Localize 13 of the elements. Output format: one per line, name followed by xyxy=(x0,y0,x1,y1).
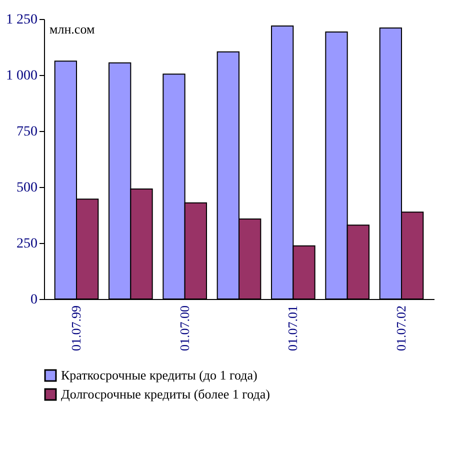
y-tick-label: 750 xyxy=(16,124,38,140)
x-tick-label: 01.07.02 xyxy=(394,306,408,351)
legend-label: Краткосрочные кредиты (до 1 года) xyxy=(61,368,258,382)
x-tick-label: 01.07.99 xyxy=(68,306,84,351)
x-tick-label: 01.07.00 xyxy=(176,306,192,351)
y-axis-title: млн.сом xyxy=(50,22,95,36)
y-tick-label: 250 xyxy=(16,236,38,252)
y-tick-label: 1 000 xyxy=(6,68,38,84)
y-tick-label: 0 xyxy=(30,292,38,308)
y-tick-label: 500 xyxy=(16,180,38,196)
y-tick-label: 1 250 xyxy=(6,12,38,28)
x-tick-label: 01.07.01 xyxy=(285,306,300,351)
legend-label: Долгосрочные кредиты (более 1 года) xyxy=(61,386,270,402)
